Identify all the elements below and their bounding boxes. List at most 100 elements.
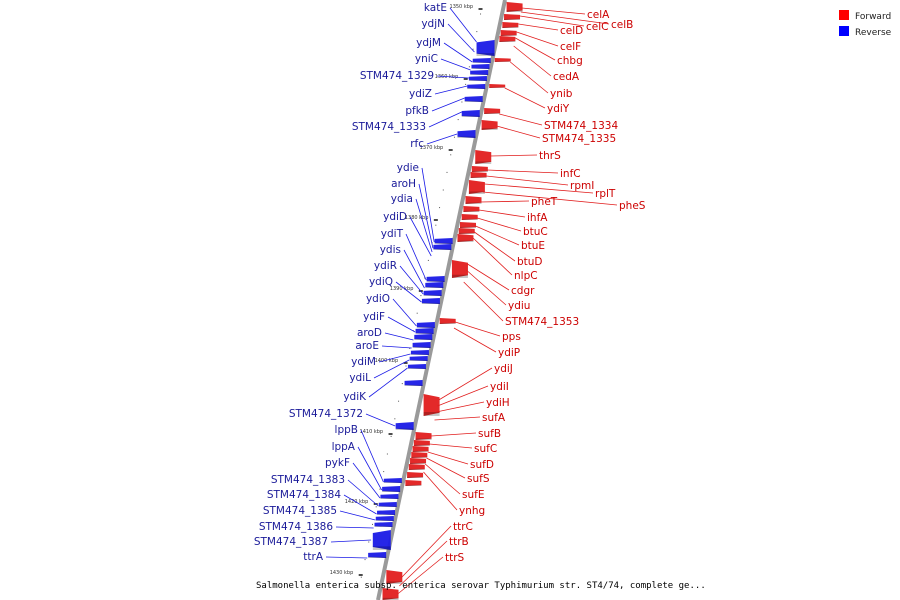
forward-leader-line bbox=[466, 269, 507, 306]
forward-gene-block bbox=[408, 464, 425, 470]
reverse-gene-label: ydiR bbox=[374, 260, 397, 272]
gene-block-shadow bbox=[439, 322, 456, 324]
forward-gene-label: sufD bbox=[470, 459, 494, 471]
forward-leader-line bbox=[515, 37, 556, 61]
gene-block-shadow bbox=[506, 10, 523, 12]
legend-swatch-forward bbox=[839, 10, 849, 20]
reverse-gene-label: ydiF bbox=[363, 311, 385, 323]
gene-block-shadow bbox=[451, 274, 468, 278]
scale-tick-label: 1390 kbp bbox=[390, 286, 414, 292]
reverse-gene-block bbox=[470, 70, 489, 75]
forward-gene-label: ttrB bbox=[449, 536, 469, 548]
genome-backbone bbox=[376, 0, 507, 600]
reverse-gene-label: aroE bbox=[355, 340, 379, 352]
forward-leader-line bbox=[427, 451, 469, 465]
forward-leader-line bbox=[513, 45, 552, 77]
forward-leader-line bbox=[484, 183, 594, 194]
gene-block-shadow bbox=[408, 468, 425, 470]
scale-ticks: 1350 kbp 1360 kbp 1370 kbp 1380 kbp 1390 kbp… bbox=[330, 4, 483, 578]
forward-gene-block bbox=[439, 318, 456, 324]
gene-block-shadow bbox=[375, 520, 394, 521]
gene-block-shadow bbox=[457, 240, 474, 242]
gene-block-shadow bbox=[378, 506, 397, 507]
reverse-leader-line bbox=[392, 298, 417, 327]
reverse-leader-line bbox=[335, 526, 374, 529]
gene-labels: katE ydjN ydjM yniC STM474_1329 ydiZ pfkB STM47… bbox=[254, 2, 646, 564]
gene-block-shadow bbox=[467, 88, 486, 89]
reverse-gene-label: yniC bbox=[415, 53, 438, 65]
forward-gene-label: sufA bbox=[482, 412, 506, 424]
forward-leader-line bbox=[521, 7, 586, 15]
forward-leader-line bbox=[453, 327, 497, 353]
gene-block-shadow bbox=[414, 338, 433, 340]
gene-block-shadow bbox=[407, 476, 424, 478]
forward-leader-line bbox=[431, 432, 477, 437]
forward-gene-block bbox=[489, 84, 506, 88]
gene-block-shadow bbox=[426, 280, 445, 282]
reverse-gene-block bbox=[423, 290, 442, 296]
gene-block-shadow bbox=[433, 248, 452, 250]
reverse-gene-label: ydiZ bbox=[409, 88, 432, 100]
reverse-gene-label: ydie bbox=[397, 162, 419, 174]
gene-block-shadow bbox=[410, 462, 427, 464]
reverse-leader-line bbox=[330, 539, 372, 543]
forward-leader-line bbox=[472, 237, 513, 276]
forward-leader-line bbox=[434, 416, 481, 421]
forward-gene-label: pps bbox=[502, 331, 521, 343]
forward-gene-block bbox=[410, 458, 427, 464]
forward-gene-block bbox=[475, 150, 492, 164]
forward-gene-label: ihfA bbox=[527, 212, 548, 224]
gene-block-shadow bbox=[383, 482, 402, 483]
gene-block-shadow bbox=[494, 61, 511, 62]
reverse-gene-block bbox=[374, 522, 393, 527]
reverse-gene-block bbox=[433, 244, 452, 250]
gene-block-shadow bbox=[377, 514, 396, 515]
forward-gene-label: ydiH bbox=[486, 397, 510, 409]
reverse-gene-block bbox=[476, 40, 495, 56]
scale-tick-label: 1380 kbp bbox=[405, 215, 429, 221]
reverse-leader-line bbox=[395, 281, 422, 303]
gene-block-shadow bbox=[405, 484, 422, 486]
forward-gene-label: celD bbox=[560, 25, 583, 37]
forward-gene-block bbox=[500, 30, 517, 36]
forward-leader-line bbox=[399, 540, 448, 587]
gene-block-shadow bbox=[423, 412, 440, 416]
gene-block-shadow bbox=[382, 597, 399, 600]
forward-leader-line bbox=[437, 385, 489, 407]
forward-gene-label: pheS bbox=[619, 200, 646, 212]
reverse-gene-block bbox=[412, 342, 431, 348]
forward-gene-label: sufB bbox=[478, 428, 501, 440]
gene-block-shadow bbox=[425, 286, 444, 288]
reverse-gene-label: ydia bbox=[391, 193, 413, 205]
forward-gene-block bbox=[457, 234, 474, 242]
gene-block-shadow bbox=[476, 53, 495, 56]
reverse-leader-line bbox=[360, 429, 384, 483]
gene-block-shadow bbox=[461, 218, 478, 220]
gene-block-shadow bbox=[471, 68, 490, 69]
gene-block-shadow bbox=[465, 202, 482, 204]
scale-tick-label: 1400 kbp bbox=[375, 358, 399, 364]
reverse-leader-line bbox=[426, 133, 458, 145]
reverse-gene-block bbox=[416, 322, 435, 328]
reverse-gene-block bbox=[410, 350, 429, 355]
forward-gene-label: infC bbox=[560, 168, 581, 180]
reverse-gene-block bbox=[426, 276, 445, 282]
map-title-caption: Salmonella enterica subsp. enterica sero… bbox=[256, 581, 706, 591]
forward-leader-line bbox=[436, 401, 485, 413]
forward-gene-label: sufS bbox=[467, 473, 490, 485]
reverse-gene-label: STM474_1386 bbox=[259, 521, 333, 533]
gene-block-shadow bbox=[382, 490, 401, 492]
forward-gene-block bbox=[411, 452, 428, 458]
gene-block-shadow bbox=[468, 191, 485, 194]
forward-gene-label: ynib bbox=[550, 88, 573, 100]
forward-leader-line bbox=[429, 443, 473, 449]
reverse-leader-line bbox=[384, 332, 414, 341]
forward-gene-block bbox=[382, 588, 399, 600]
reverse-leader-line bbox=[387, 316, 416, 333]
gene-block-shadow bbox=[407, 368, 426, 369]
forward-leader-line bbox=[424, 463, 461, 495]
reverse-gene-block bbox=[407, 364, 426, 369]
scale-tick-label: 1350 kbp bbox=[450, 4, 474, 10]
forward-gene-block bbox=[458, 228, 475, 234]
